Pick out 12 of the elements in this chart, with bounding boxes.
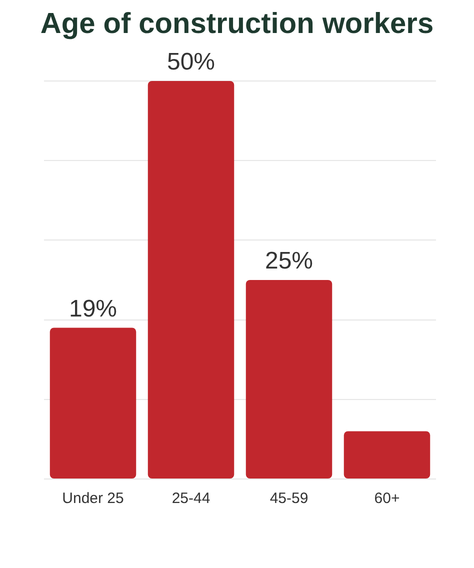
x-tick-label: 45-59	[270, 490, 308, 508]
x-tick-label: 60+	[374, 490, 400, 508]
data-label: 19%	[68, 295, 118, 322]
chart-title: Age of construction workers	[39, 8, 435, 41]
bar	[246, 280, 332, 478]
x-tick-label: 25-44	[172, 490, 210, 508]
data-label: 25%	[264, 248, 314, 275]
data-label: 50%	[166, 48, 216, 76]
bar	[148, 81, 234, 478]
bar	[50, 328, 136, 478]
x-tick-label: Under 25	[62, 490, 124, 508]
bar	[344, 431, 430, 478]
